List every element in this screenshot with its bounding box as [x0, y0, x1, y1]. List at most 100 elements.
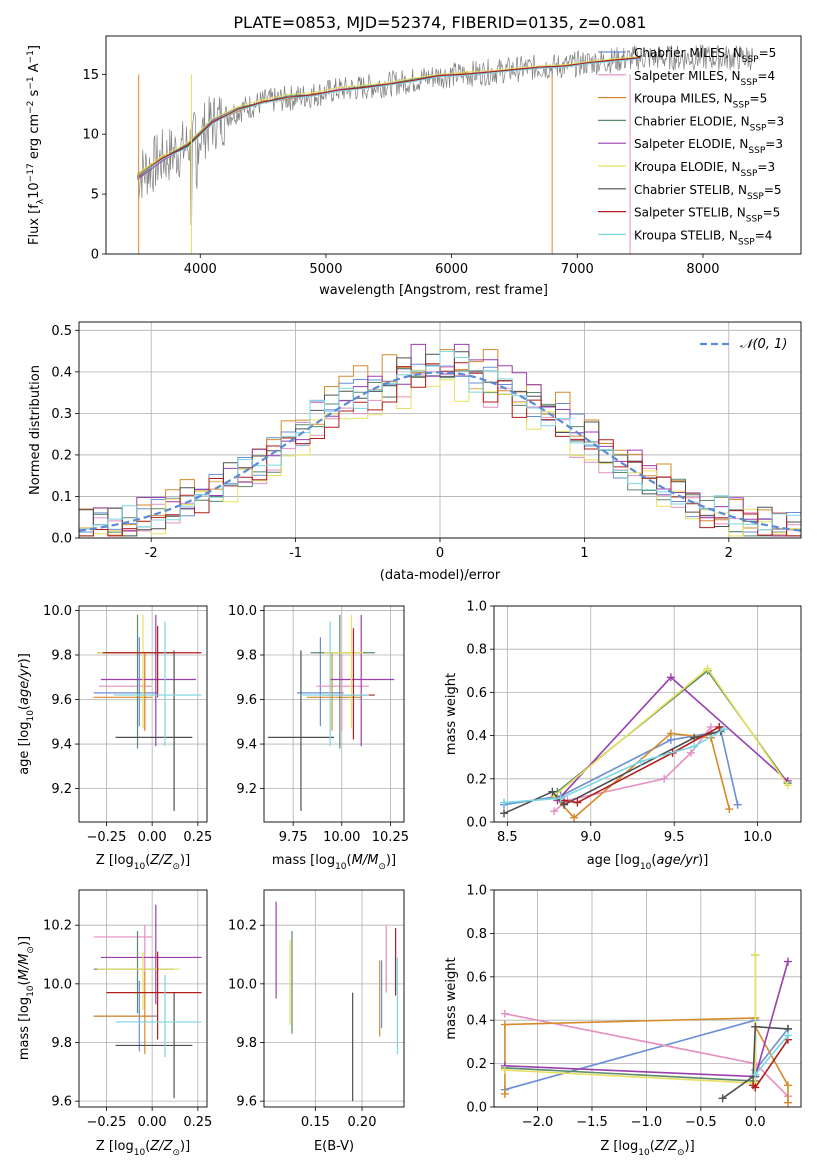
plus-marker — [715, 722, 724, 731]
legend: Chabrier MILES, NSSP=5 Salpeter MILES, NS… — [598, 46, 784, 247]
x-axis-label: wavelength [Angstrom, rest frame] — [319, 283, 548, 298]
x-tick-label: 0.0 — [745, 1115, 766, 1130]
plus-marker — [751, 1070, 760, 1079]
plus-marker — [500, 1009, 509, 1018]
y-tick-label: 9.6 — [51, 693, 72, 708]
x-tick-label: 9.5 — [664, 830, 685, 845]
error-bars — [93, 904, 202, 1099]
plus-marker — [733, 800, 742, 809]
y-tick-label: 10.2 — [228, 919, 257, 934]
axes-frame — [105, 35, 802, 255]
legend-entry: Salpeter ELODIE, NSSP=3 — [634, 137, 783, 156]
mass-weight-line — [754, 1034, 789, 1076]
x-axis-label: age [log10(age/yr)] — [587, 853, 709, 872]
y-tick-label: 10.0 — [228, 604, 257, 619]
panel-massweight-vs-Z: −2.0 −1.5 −1.0 −0.5 0.0 0.0 0.2 0.4 0.6 0.8 1.0 mas… — [444, 884, 802, 1158]
x-tick-label: -1 — [289, 546, 302, 561]
x-tick-label: 0.25 — [183, 830, 212, 845]
plus-marker — [666, 729, 675, 738]
y-tick-label: 0.2 — [51, 448, 72, 463]
plus-marker — [660, 774, 669, 783]
plus-marker — [500, 1020, 509, 1029]
plus-marker — [666, 673, 675, 682]
y-tick-label: 0.4 — [466, 729, 487, 744]
plus-marker — [690, 742, 699, 751]
model-spectrum-line — [137, 57, 641, 178]
plus-marker — [783, 1031, 792, 1040]
y-tick-label: 9.8 — [51, 1036, 72, 1051]
y-tick-label: 10.0 — [43, 604, 72, 619]
x-axis-label: E(B-V) — [314, 1139, 354, 1154]
legend-entry: Salpeter MILES, NSSP=4 — [634, 69, 775, 88]
plus-marker — [751, 951, 760, 960]
y-tick-label: 10.0 — [228, 977, 257, 992]
x-tick-label: 5000 — [309, 262, 342, 277]
x-tick-label: 8.5 — [497, 830, 518, 845]
legend-entry: Kroupa STELIB, NSSP=4 — [634, 228, 772, 247]
plus-marker — [718, 1094, 727, 1103]
panel-mass-vs-EBV: 0.15 0.20 9.6 9.8 10.0 10.2 E(B-V) — [228, 889, 405, 1154]
y-axis-label: age [log10(age/yr)] — [17, 653, 36, 775]
x-tick-label: −0.25 — [87, 1115, 127, 1130]
legend-entry: Kroupa ELODIE, NSSP=3 — [634, 160, 775, 179]
plus-marker — [720, 725, 729, 734]
histograms — [79, 343, 801, 537]
legend-entry: 𝒩(0, 1) — [740, 337, 787, 352]
axes-frame — [78, 321, 802, 539]
mass-weight-line — [722, 1025, 788, 1099]
mass-weight-lines — [500, 951, 792, 1107]
panel-spectrum: 4000 5000 6000 7000 8000 0 5 10 15 wavelength [An… — [26, 35, 802, 298]
y-tick-label: 0.6 — [466, 970, 487, 985]
panel-mass-vs-Z: −0.25 0.00 0.25 9.6 9.8 10.0 10.2 Z [log10(Z/Z⊙… — [17, 889, 212, 1158]
panel-massweight-vs-age: 8.5 9.0 9.5 10.0 0.0 0.2 0.4 0.6 0.8 1.0 mass weig… — [444, 600, 802, 872]
panel-age-vs-mass: 9.75 10.00 10.25 9.2 9.4 9.6 9.8 10.0 mass [log1… — [228, 604, 409, 872]
y-tick-label: 0.8 — [466, 927, 487, 942]
plus-marker — [783, 781, 792, 790]
x-tick-label: 9.0 — [580, 830, 601, 845]
y-tick-label: 15 — [82, 68, 99, 83]
axes-frame — [78, 889, 208, 1108]
plus-marker — [751, 1083, 760, 1092]
panel-age-vs-Z: −0.25 0.00 0.25 9.2 9.4 9.6 9.8 10.0 Z [log10(Z/… — [17, 604, 212, 872]
model-spectrum-line — [137, 55, 641, 175]
error-bars — [267, 614, 395, 811]
y-tick-label: 0.5 — [51, 324, 72, 339]
x-axis-label: (data-model)/error — [380, 568, 501, 583]
plus-marker — [500, 1066, 509, 1075]
legend-entry: Chabrier MILES, NSSP=5 — [634, 46, 776, 65]
plus-marker — [751, 1022, 760, 1031]
y-tick-label: 1.0 — [466, 600, 487, 615]
x-tick-label: 0.15 — [301, 1115, 330, 1130]
plus-marker — [783, 957, 792, 966]
x-tick-label: 9.75 — [279, 830, 308, 845]
x-tick-label: 1 — [580, 546, 588, 561]
mass-weight-line — [563, 726, 720, 804]
x-tick-label: 4000 — [184, 262, 217, 277]
plus-marker — [556, 794, 565, 803]
x-tick-label: −1.5 — [576, 1115, 608, 1130]
y-tick-label: 0.3 — [51, 407, 72, 422]
x-tick-label: −1.0 — [631, 1115, 663, 1130]
x-tick-label: 2 — [725, 546, 733, 561]
y-tick-label: 0.2 — [466, 772, 487, 787]
axes-frame — [263, 605, 405, 823]
plus-marker — [636, 757, 645, 766]
y-tick-label: 0.0 — [51, 532, 72, 547]
x-tick-label: 10.25 — [372, 830, 409, 845]
spectrum-lines — [137, 44, 754, 254]
y-tick-label: 9.4 — [51, 738, 72, 753]
plus-marker — [500, 1089, 509, 1098]
x-tick-label: 0.20 — [348, 1115, 377, 1130]
plus-marker — [570, 813, 579, 822]
y-axis-label: Normed distribution — [28, 365, 43, 495]
legend-entry: Chabrier STELIB, NSSP=5 — [634, 183, 782, 202]
model-spectrum-line — [137, 58, 641, 177]
y-tick-label: 1.0 — [466, 884, 487, 899]
plus-marker — [686, 748, 695, 757]
x-tick-label: 0.00 — [138, 830, 167, 845]
plus-marker — [548, 787, 557, 796]
x-tick-label: 10.00 — [323, 830, 360, 845]
y-tick-label: 0.1 — [51, 490, 72, 505]
x-tick-label: 0.25 — [183, 1115, 212, 1130]
error-bars — [93, 614, 202, 811]
